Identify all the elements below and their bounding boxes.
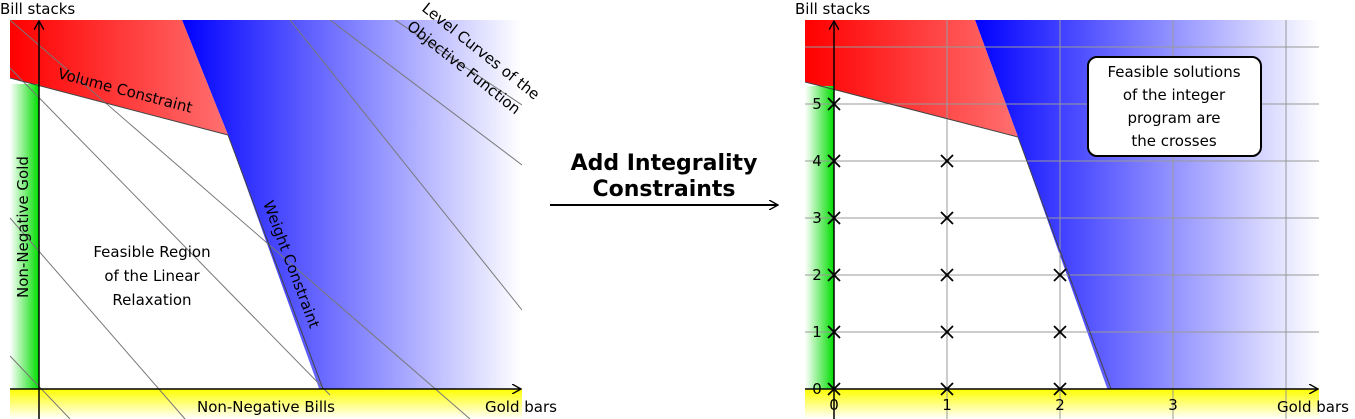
integer-point-cross <box>940 325 954 339</box>
weight-constraint-region <box>182 20 522 419</box>
note-line-3: program are <box>1127 109 1220 127</box>
integer-point-cross <box>827 382 841 396</box>
feasible-region-line2: of the Linear <box>104 267 200 285</box>
x-tick-label: 0 <box>829 396 839 414</box>
right-x-axis-label: Gold bars <box>1277 398 1349 416</box>
volume-boundary <box>10 77 229 136</box>
integer-point-cross <box>1053 325 1067 339</box>
right-volume-region <box>805 20 1018 137</box>
non-negative-bills-strip <box>10 389 522 419</box>
non-negative-bills-label: Non-Negative Bills <box>197 398 335 416</box>
note-line-2: of the integer <box>1123 86 1226 104</box>
integer-point-crosses <box>827 97 1067 396</box>
integer-point-cross <box>1053 268 1067 282</box>
non-negative-gold-strip <box>10 84 39 419</box>
right-weight-boundary <box>1017 136 1112 390</box>
non-negative-gold-label: Non-Negative Gold <box>14 156 32 298</box>
right-gold-strip <box>805 86 834 419</box>
transition-label-line1: Add Integrality <box>571 151 758 176</box>
integer-point-cross <box>827 325 841 339</box>
left-x-axis-label: Gold bars <box>485 398 557 416</box>
right-y-axis-label: Bill stacks <box>795 0 870 18</box>
note-box <box>1087 56 1262 157</box>
y-tick-label: 4 <box>812 152 822 170</box>
integer-point-cross <box>940 268 954 282</box>
x-tick-label: 2 <box>1055 396 1065 414</box>
integer-solutions-note: Feasible solutions of the integer progra… <box>1087 56 1262 157</box>
y-tick-label: 5 <box>812 95 822 113</box>
weight-boundary <box>227 134 324 390</box>
integer-point-cross <box>827 97 841 111</box>
note-line-4: the crosses <box>1131 132 1217 150</box>
level-curves <box>10 20 522 419</box>
x-tick-label: 3 <box>1168 396 1178 414</box>
y-tick-label: 0 <box>812 380 822 398</box>
integer-point-cross <box>940 154 954 168</box>
left-panel <box>10 20 522 419</box>
integer-point-cross <box>1053 382 1067 396</box>
transition-label-line2: Constraints <box>592 177 735 202</box>
feasible-region-label: Feasible Region of the Linear Relaxation <box>93 243 210 309</box>
integer-point-cross <box>827 154 841 168</box>
left-y-axis-label: Bill stacks <box>0 0 75 18</box>
middle-transition: Add Integrality Constraints <box>550 151 777 205</box>
integer-point-cross <box>827 211 841 225</box>
right-bills-strip <box>805 389 1319 419</box>
integer-point-cross <box>827 268 841 282</box>
y-tick-label: 1 <box>812 323 822 341</box>
right-volume-boundary <box>805 81 1019 138</box>
x-tick-label: 1 <box>942 396 952 414</box>
volume-constraint-region <box>10 20 228 135</box>
note-line-1: Feasible solutions <box>1107 63 1240 81</box>
y-tick-label: 3 <box>812 209 822 227</box>
y-tick-label: 2 <box>812 266 822 284</box>
feasible-region-line1: Feasible Region <box>93 243 210 261</box>
right-tick-labels: 0 1 2 3 0 1 2 3 4 5 <box>812 95 1178 414</box>
integer-point-cross <box>940 211 954 225</box>
feasible-region-line3: Relaxation <box>112 291 191 309</box>
integer-point-cross <box>940 382 954 396</box>
